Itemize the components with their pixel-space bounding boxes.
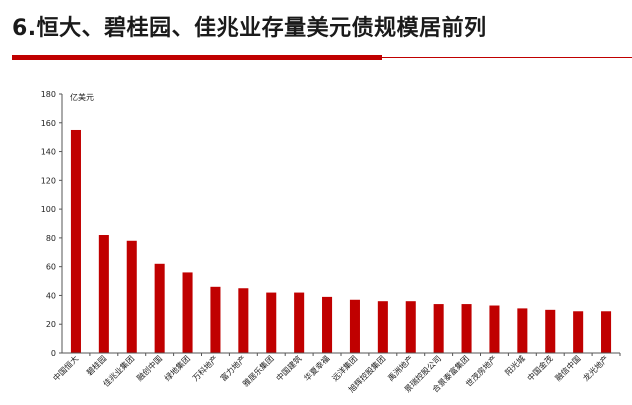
bar <box>377 301 388 353</box>
y-tick-label: 100 <box>41 205 56 214</box>
y-tick-label: 80 <box>46 234 56 243</box>
x-axis: 中国恒大 碧桂园佳兆业集团融创中国绿地集团万科地产富力地产雅居乐集团中国建筑华夏幸… <box>51 352 621 394</box>
page-title: 6.恒大、碧桂园、佳兆业存量美元债规模居前列 <box>12 16 487 41</box>
x-tick-label: 华夏幸福 <box>302 353 332 383</box>
bar <box>405 301 416 353</box>
y-tick-label: 140 <box>41 148 56 157</box>
x-tick-label: 远洋集团 <box>330 353 360 383</box>
bar <box>238 288 249 353</box>
bar <box>126 240 137 353</box>
bars <box>70 129 612 353</box>
x-tick-label: 融信中国 <box>553 353 583 383</box>
y-tick-label: 160 <box>41 119 56 128</box>
y-tick-label: 180 <box>41 90 56 99</box>
bar <box>545 309 556 353</box>
y-tick-label: 20 <box>46 320 56 329</box>
bar <box>98 235 109 353</box>
x-tick-label: 阳光城 <box>503 353 527 377</box>
y-tick-label: 0 <box>51 349 56 358</box>
bar <box>154 263 165 353</box>
x-tick-label: 融创中国 <box>134 353 164 383</box>
x-tick-label: 禹洲地产 <box>385 353 415 383</box>
bar <box>182 272 193 353</box>
bar <box>489 305 500 353</box>
x-tick-label: 绿地集团 <box>162 353 192 383</box>
bar <box>70 129 81 353</box>
bar <box>210 286 221 353</box>
x-tick-label: 中国金茂 <box>525 353 555 383</box>
y-tick-label: 40 <box>46 291 56 300</box>
bar <box>349 299 360 353</box>
bar <box>433 304 444 353</box>
bar <box>461 304 472 353</box>
y-axis-unit-label: 亿美元 <box>70 92 94 102</box>
title-underline-thin <box>382 57 632 58</box>
bar <box>322 296 333 353</box>
y-axis: 0 20 40 60 80 100 120 140 160 180 <box>41 90 63 358</box>
y-tick-label: 120 <box>41 176 56 185</box>
x-tick-label: 中国建筑 <box>274 353 304 383</box>
x-tick-label: 龙光地产 <box>581 353 611 383</box>
bar <box>294 292 305 353</box>
bar <box>517 308 528 353</box>
title-underline-thick <box>12 55 382 60</box>
y-tick-label: 60 <box>46 263 56 272</box>
x-tick-label: 万科地产 <box>190 353 220 383</box>
x-tick-label: 富力地产 <box>218 353 248 383</box>
bar <box>266 292 277 353</box>
bar <box>573 311 584 353</box>
bar <box>601 311 612 353</box>
x-tick-label: 碧桂园 <box>84 353 108 377</box>
